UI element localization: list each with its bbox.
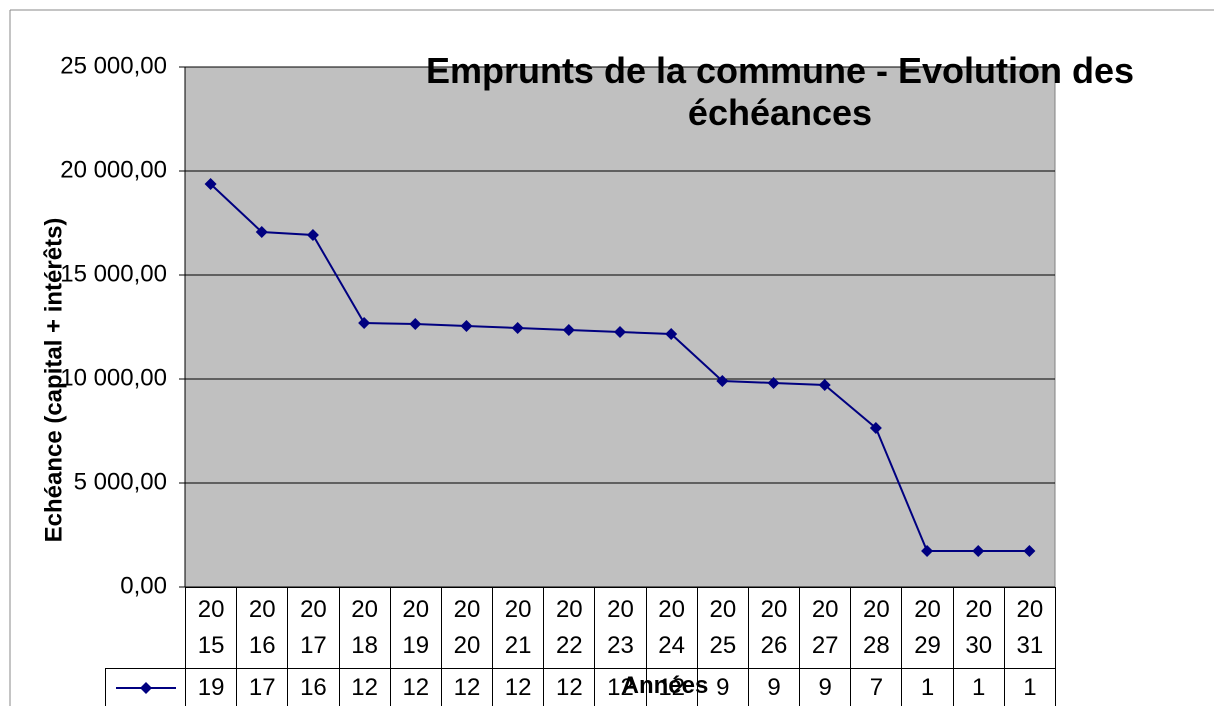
- cell-text: 2030: [965, 596, 993, 659]
- cell-text: 12: [402, 674, 430, 701]
- cell-text: 2021: [504, 596, 532, 659]
- marker: [921, 544, 934, 557]
- marker: [562, 323, 575, 336]
- x-tick-label: 2018: [338, 587, 391, 669]
- marker: [460, 320, 473, 333]
- marker: [255, 226, 268, 239]
- x-tick-label: 2021: [492, 587, 545, 669]
- table-value: 1: [901, 668, 954, 706]
- marker: [665, 328, 678, 341]
- x-tick-label: 2030: [952, 587, 1005, 669]
- table-value: 12: [338, 668, 391, 706]
- table-value: 7: [850, 668, 903, 706]
- table-value: 1: [1003, 668, 1056, 706]
- cell-text: 7: [869, 674, 884, 701]
- cell-text: 1: [972, 674, 986, 701]
- y-tick-label: 10 000,00: [60, 364, 167, 391]
- cell-text: 2029: [914, 596, 941, 659]
- cell-text: 2023: [607, 596, 634, 659]
- marker: [306, 229, 319, 242]
- cell-text: 2018: [351, 596, 378, 659]
- x-tick-label: 2031: [1003, 587, 1056, 669]
- cell-text: 2031: [1016, 596, 1044, 659]
- cell-text: 9: [767, 674, 781, 701]
- x-tick-label: 2016: [236, 587, 289, 669]
- table-value: 12: [594, 668, 647, 706]
- x-tick-label: 2026: [747, 587, 801, 669]
- marker: [869, 422, 882, 435]
- cell-text: 12: [607, 674, 634, 701]
- x-tick-label: 2015: [185, 587, 238, 669]
- y-tick-label: 20 000,00: [60, 156, 167, 183]
- table-value: 9: [799, 668, 852, 706]
- marker: [614, 325, 626, 338]
- x-tick-label: 2020: [440, 587, 494, 669]
- cell-text: 2015: [197, 596, 225, 659]
- marker: [409, 318, 422, 331]
- marker: [358, 317, 371, 330]
- marker: [818, 378, 831, 391]
- cell-text: 12: [453, 674, 481, 701]
- y-tick-label: 15 000,00: [60, 260, 167, 287]
- cell-text: 2017: [300, 596, 327, 659]
- cell-text: 2027: [811, 596, 839, 659]
- cell-text: 19: [197, 674, 225, 701]
- table-value: 12: [543, 668, 596, 706]
- legend-symbol: [115, 682, 176, 694]
- table-value: 9: [696, 668, 749, 706]
- table-value: 12: [440, 668, 494, 706]
- x-tick-label: 2025: [696, 587, 749, 669]
- y-axis-title: Echéance (capital + intérêts): [40, 218, 67, 543]
- x-tick-label: 2027: [799, 587, 852, 669]
- y-tick-label: 5 000,00: [74, 468, 167, 495]
- cell-text: 9: [716, 674, 730, 701]
- table-value: 16: [287, 668, 340, 706]
- legend-key: [105, 668, 186, 706]
- x-tick-label: 2019: [389, 587, 442, 669]
- cell-text: 2022: [555, 596, 583, 659]
- table-value: 12: [645, 668, 698, 706]
- marker: [716, 374, 729, 387]
- table-value: 19: [185, 668, 238, 706]
- cell-text: 2016: [248, 596, 276, 659]
- cell-text: 12: [504, 674, 532, 701]
- cell-text: 2020: [453, 596, 481, 659]
- x-axis-title: Années: [621, 672, 709, 699]
- cell-text: 16: [300, 674, 327, 701]
- cell-text: 2024: [658, 596, 685, 659]
- cell-text: 12: [658, 674, 686, 701]
- cell-text: 2025: [709, 596, 737, 659]
- table-value: 12: [389, 668, 442, 706]
- marker: [511, 321, 524, 334]
- cell-text: 9: [818, 674, 832, 701]
- chart-title: Emprunts de la commune - Evolution des é…: [425, 50, 1135, 133]
- cell-text: 12: [351, 674, 378, 701]
- x-tick-label: 2017: [287, 587, 340, 669]
- cell-text: 12: [555, 674, 583, 701]
- cell-text: 2028: [863, 596, 890, 659]
- x-tick-label: 2022: [543, 587, 596, 669]
- cell-text: 17: [248, 674, 276, 701]
- x-tick-label: 2023: [594, 587, 647, 669]
- marker: [1023, 544, 1036, 557]
- y-tick-label: 25 000,00: [60, 52, 167, 79]
- plot-area: [179, 66, 1056, 588]
- table-value: 17: [236, 668, 289, 706]
- marker: [767, 376, 780, 389]
- cell-text: 2019: [402, 596, 430, 659]
- cell-text: 1: [1023, 674, 1037, 701]
- cell-text: 1: [920, 674, 935, 701]
- table-value: 12: [492, 668, 545, 706]
- table-value: 1: [952, 668, 1005, 706]
- marker: [204, 178, 217, 190]
- x-tick-label: 2028: [850, 587, 903, 669]
- y-tick-label: 0,00: [120, 572, 167, 599]
- marker: [972, 544, 985, 557]
- cell-text: 2026: [760, 596, 788, 659]
- x-tick-label: 2029: [901, 587, 954, 669]
- x-tick-label: 2024: [645, 587, 698, 669]
